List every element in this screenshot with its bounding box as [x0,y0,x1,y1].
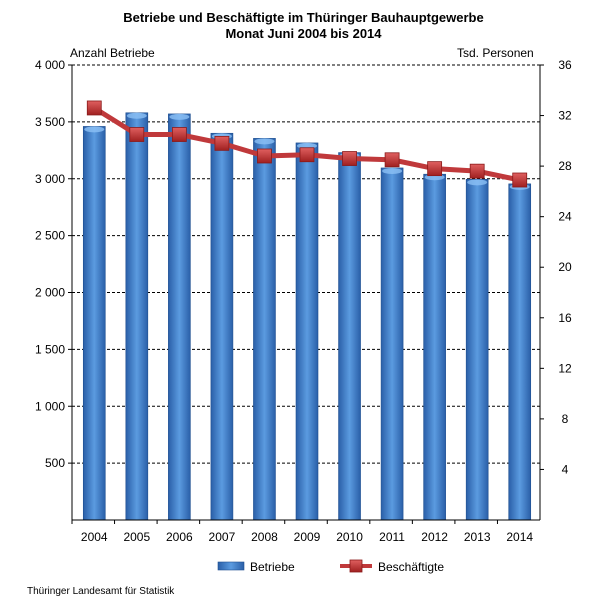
bar-2004 [82,126,106,521]
x-tick-label: 2008 [251,530,278,544]
y-axis-label: Anzahl Betriebe [70,46,155,60]
y2-axis-label: Tsd. Personen [457,46,534,60]
x-tick-label: 2013 [464,530,491,544]
marker-2005 [129,127,145,142]
legend-beschaeftigte: Beschäftigte [378,560,445,574]
y2-tick-label: 28 [558,159,572,173]
y2-tick-label: 32 [558,109,572,123]
x-tick-label: 2004 [81,530,108,544]
legend-bar-swatch [217,561,245,571]
chart-subtitle: Monat Juni 2004 bis 2014 [225,26,382,41]
marker-2009 [299,147,315,163]
bar-2012 [423,173,446,521]
y-tick-label: 2 500 [35,229,65,243]
source-note: Thüringer Landesamt für Statistik [27,586,175,597]
bar-highlight [169,113,190,120]
marker-2007 [214,135,230,151]
y2-tick-label: 16 [558,311,572,325]
bar-2008 [253,138,276,521]
marker-2011 [384,152,400,168]
marker-2013 [469,163,485,179]
y-tick-label: 3 000 [35,172,65,186]
bar-2007 [210,132,234,521]
marker-2006 [171,127,187,142]
bar-highlight [467,179,488,186]
bar-2006 [168,113,191,521]
x-tick-label: 2011 [379,530,405,544]
bar-2014 [508,183,532,521]
marker-2008 [257,148,272,164]
y-tick-label: 1 000 [35,399,65,413]
bar-highlight [382,167,403,174]
marker-2012 [427,161,443,177]
y2-tick-label: 8 [562,412,569,426]
bar-2009 [295,142,319,521]
y2-tick-label: 24 [558,210,572,224]
y2-tick-label: 12 [558,361,572,375]
y-tick-label: 4 000 [35,58,65,72]
bar-highlight [126,112,147,119]
marker-2010 [342,151,357,166]
x-tick-label: 2007 [209,530,236,544]
x-tick-label: 2009 [294,530,321,544]
bar-2005 [125,112,149,521]
y2-tick-label: 4 [562,462,569,476]
y2-tick-label: 36 [558,58,572,72]
legend-betriebe: Betriebe [250,560,295,574]
legend-marker-swatch [349,559,363,573]
bar-2013 [465,179,489,521]
x-tick-label: 2006 [166,530,193,544]
bar-highlight [254,138,275,145]
y-tick-label: 1 500 [35,342,65,356]
x-tick-label: 2014 [506,530,533,544]
y-tick-label: 500 [45,456,65,470]
x-tick-label: 2010 [336,530,363,544]
bar-2011 [380,167,404,521]
x-tick-label: 2005 [123,530,150,544]
y2-tick-label: 20 [558,260,572,274]
bar-highlight [84,126,105,133]
marker-2004 [86,100,102,116]
y-tick-label: 2 000 [35,286,65,300]
marker-2014 [512,172,528,188]
y-tick-label: 3 500 [35,115,65,129]
chart-title: Betriebe und Beschäftigte im Thüringer B… [123,10,484,25]
x-tick-label: 2012 [421,530,448,544]
bar-2010 [338,152,361,521]
